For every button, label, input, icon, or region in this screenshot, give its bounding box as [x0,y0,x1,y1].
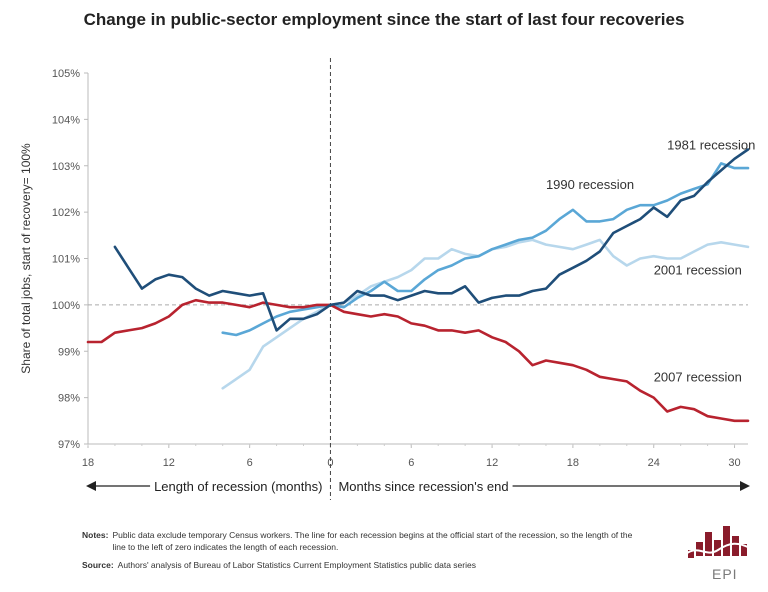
right-arrow-label: Months since recession's end [338,479,508,494]
y-tick-label: 105% [52,68,80,80]
logo-bar [714,540,721,556]
y-tick-label: 100% [52,300,80,312]
chart-title: Change in public-sector employment since… [83,10,685,29]
axes-layer: 97% 98% 99% 100% 101% 102% 103% 104% 105% 18 12 6 0 6… [19,58,750,500]
series-label-1981: 1981 recession [667,138,755,153]
x-tick-label: 12 [486,457,498,469]
x-tick-label: 6 [247,457,253,469]
y-tick-label: 103% [52,161,80,173]
epi-logo [685,526,751,558]
y-tick-label: 99% [58,346,80,358]
x-tick-label: 12 [163,457,175,469]
y-tick-label: 101% [52,254,80,266]
series-line-2007 [86,298,750,423]
logo-wave [685,542,751,555]
x-tick-label: 0 [327,457,333,469]
series-label-2007: 2007 recession [654,369,742,384]
epi-logo-text: EPI [712,566,738,582]
series-line-1990 [221,162,750,337]
arrow-label-bg [334,478,513,495]
logo-bar [705,532,712,556]
labels-layer: 1981 recession 1990 recession 2001 recessi… [546,138,755,385]
arrow-label-bg [150,478,327,495]
series-label-2001: 2001 recession [654,263,742,278]
source-label: Source: [82,560,114,570]
y-tick-label: 98% [58,393,80,405]
y-tick-label: 97% [58,439,80,451]
logo-bar [741,544,747,556]
logo-bar [723,526,730,556]
left-arrow-head [86,481,96,491]
x-tick-label: 30 [728,457,740,469]
chart-notes: Notes: Public data exclude temporary Cen… [82,529,642,571]
x-tick-label: 18 [82,457,94,469]
y-tick-label: 104% [52,114,80,126]
epi-logo-bars [685,526,751,558]
line-chart: 97% 98% 99% 100% 101% 102% 103% 104% 105% 18 12 6 0 6… [19,58,755,500]
source-text: Authors' analysis of Bureau of Labor Sta… [117,560,476,570]
logo-bar [732,536,739,556]
series-line-1981 [113,148,750,332]
y-axis-title: Share of total jobs, start of recovery= … [19,143,33,374]
x-tick-label: 24 [648,457,660,469]
logo-bar [696,542,703,556]
series-layer [86,148,750,423]
logo-bar [688,550,694,558]
notes-text: Public data exclude temporary Census wor… [112,530,633,552]
right-arrow-head [740,481,750,491]
left-arrow-label: Length of recession (months) [154,479,322,494]
x-tick-label: 6 [408,457,414,469]
series-label-1990: 1990 recession [546,177,634,192]
notes-label: Notes: [82,530,109,540]
y-tick-label: 102% [52,207,80,219]
x-tick-label: 18 [567,457,579,469]
